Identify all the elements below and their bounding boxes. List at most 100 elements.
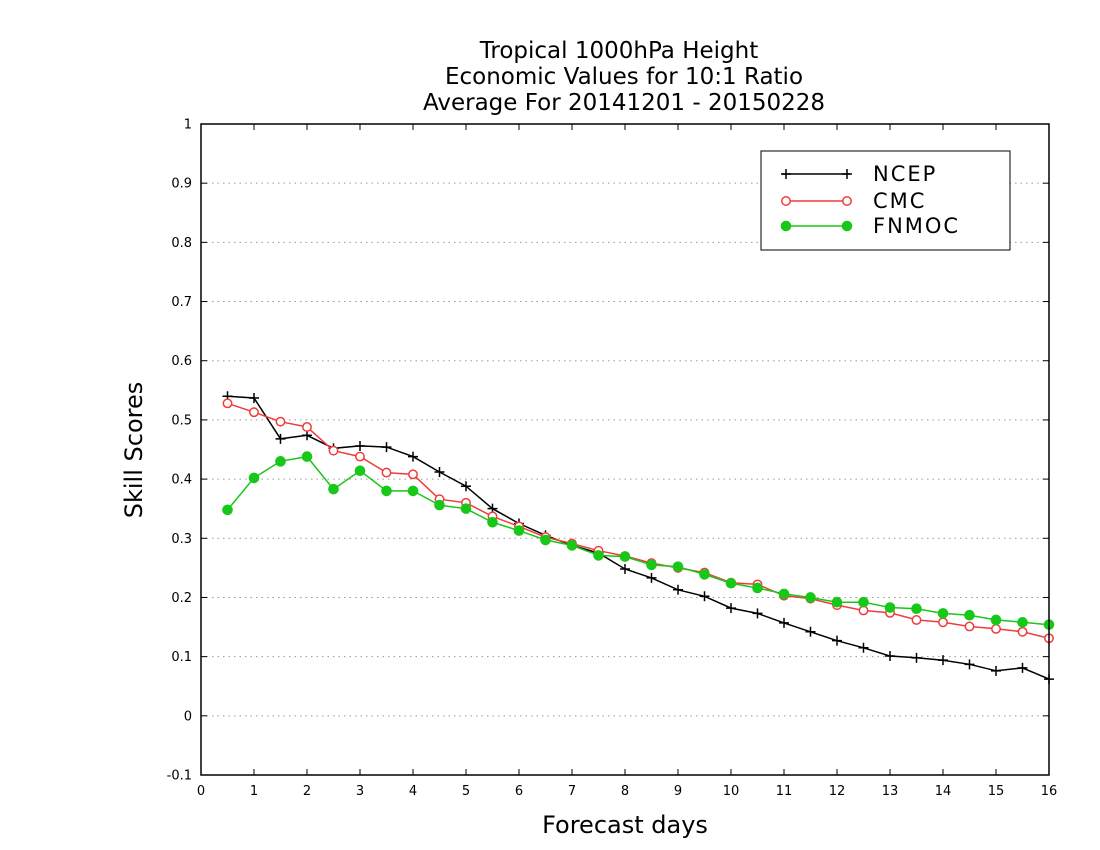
data-point-ncep	[302, 430, 312, 441]
data-point-fnmoc	[513, 525, 525, 536]
x-tick-label: 6	[515, 784, 523, 799]
y-axis-label: Skill Scores	[120, 382, 148, 519]
data-point-ncep	[249, 393, 259, 404]
data-point-ncep	[726, 603, 736, 614]
data-point-fnmoc	[646, 559, 657, 571]
x-tick-label: 13	[882, 784, 899, 799]
data-point-ncep	[275, 433, 286, 444]
data-point-fnmoc	[805, 592, 816, 603]
y-tick-label: 0.8	[171, 236, 192, 251]
x-tick-label: 8	[621, 784, 629, 799]
data-point-fnmoc	[381, 485, 392, 497]
data-point-fnmoc	[619, 551, 631, 562]
legend-marker-cmc	[781, 196, 791, 206]
data-point-cmc	[222, 398, 233, 409]
y-tick-label: 0.6	[171, 354, 192, 369]
data-point-ncep	[461, 481, 471, 492]
data-point-cmc	[328, 445, 339, 456]
legend-label-fnmoc: FNMOC	[873, 214, 960, 238]
data-point-cmc	[249, 407, 259, 418]
axis-ticks: -0.100.10.20.30.40.50.60.70.80.910 1 2 3 4 5 6…	[167, 118, 1058, 800]
x-tick-label: 0	[197, 784, 205, 799]
legend-marker-ncep	[781, 169, 791, 179]
data-point-fnmoc	[354, 465, 366, 477]
data-point-cmc	[858, 605, 869, 616]
data-point-fnmoc	[911, 603, 922, 614]
data-point-fnmoc	[672, 561, 684, 572]
data-point-fnmoc	[752, 582, 763, 594]
data-point-fnmoc	[566, 540, 578, 551]
data-point-fnmoc	[1017, 617, 1028, 628]
data-point-cmc	[355, 451, 365, 462]
data-point-fnmoc	[434, 499, 445, 511]
data-point-ncep	[752, 608, 763, 619]
data-point-ncep	[911, 652, 922, 663]
data-point-fnmoc	[248, 472, 260, 484]
y-tick-label: 0.5	[171, 413, 192, 428]
x-tick-label: 12	[829, 784, 846, 799]
x-tick-label: 11	[776, 784, 793, 799]
x-tick-label: 15	[988, 784, 1005, 799]
data-point-ncep	[938, 655, 948, 666]
data-point-fnmoc	[831, 596, 843, 608]
data-point-ncep	[646, 572, 657, 583]
data-point-fnmoc	[275, 456, 286, 467]
data-point-fnmoc	[487, 516, 498, 528]
data-point-ncep	[434, 466, 445, 477]
data-point-cmc	[381, 467, 392, 478]
y-tick-label: 0.2	[171, 591, 192, 606]
data-point-ncep	[991, 665, 1001, 676]
series-line-cmc	[227, 402, 1050, 640]
x-axis-label: Forecast days	[542, 811, 708, 839]
y-tick-label: 1	[184, 118, 192, 133]
data-point-ncep	[779, 617, 789, 628]
x-tick-label: 1	[250, 784, 258, 799]
data-point-ncep	[620, 564, 630, 575]
data-point-cmc	[964, 621, 975, 632]
title-line-1: Tropical 1000hPa Height	[479, 38, 759, 64]
data-point-fnmoc	[990, 614, 1002, 626]
legend-marker-cmc	[842, 196, 852, 206]
data-point-ncep	[408, 451, 418, 462]
data-point-ncep	[832, 635, 842, 646]
data-point-fnmoc	[407, 485, 419, 497]
x-tick-label: 7	[568, 784, 576, 799]
y-tick-label: 0	[184, 709, 192, 724]
data-point-ncep	[355, 440, 365, 451]
data-point-fnmoc	[222, 504, 233, 516]
x-tick-label: 16	[1041, 784, 1058, 799]
y-tick-label: 0.1	[171, 650, 192, 665]
data-point-ncep	[1017, 662, 1028, 673]
y-tick-label: 0.3	[171, 532, 192, 547]
data-point-fnmoc	[778, 588, 790, 600]
data-point-cmc	[991, 623, 1001, 634]
x-tick-label: 4	[409, 784, 417, 799]
data-point-ncep	[964, 659, 975, 670]
data-point-cmc	[938, 617, 948, 628]
data-point-ncep	[805, 626, 816, 637]
legend-marker-ncep	[842, 169, 852, 179]
x-tick-label: 2	[303, 784, 311, 799]
y-tick-label: 0.4	[171, 473, 192, 488]
data-point-ncep	[858, 642, 869, 653]
series-layer	[222, 391, 1055, 685]
data-point-ncep	[381, 442, 392, 453]
series-line-ncep	[227, 395, 1050, 680]
series-ncep	[222, 391, 1054, 685]
data-point-fnmoc	[937, 608, 949, 619]
x-tick-label: 5	[462, 784, 470, 799]
data-point-fnmoc	[301, 451, 313, 462]
y-tick-label: 0.9	[171, 177, 192, 192]
y-tick-label: 0.7	[171, 295, 192, 310]
series-line-fnmoc	[226, 455, 1050, 626]
data-point-fnmoc	[884, 602, 896, 613]
chart-title: Tropical 1000hPa Height Economic Values …	[423, 38, 825, 116]
data-point-fnmoc	[593, 550, 604, 561]
data-point-cmc	[275, 416, 286, 427]
data-point-fnmoc	[858, 596, 869, 608]
x-tick-label: 3	[356, 784, 364, 799]
series-cmc	[222, 398, 1054, 644]
data-point-ncep	[885, 651, 895, 662]
